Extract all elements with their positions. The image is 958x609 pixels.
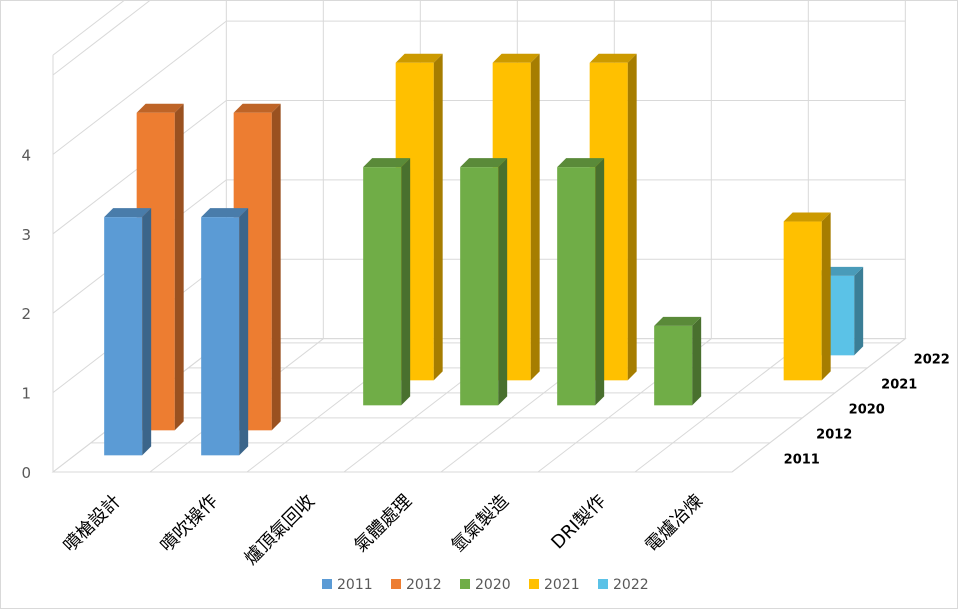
bar [201,208,249,456]
bar [557,158,605,406]
y-gridline [52,1,151,76]
y-gridline [52,99,906,235]
bar-front [654,325,693,406]
legend-swatch [460,579,470,589]
bar [783,212,831,381]
bar-top [492,53,540,63]
bar-top [233,103,281,113]
bar-side [530,53,540,381]
bar [104,208,152,456]
y-gridline [52,20,906,155]
legend-label: 2022 [613,577,649,593]
floor-gridline [634,338,809,473]
bar-top [783,212,831,222]
bar-front [201,217,240,456]
bar-front [363,167,402,406]
bars [104,53,864,456]
bar-side [142,208,152,456]
y-tick-label: 2 [21,305,31,323]
legend-label: 2021 [544,577,580,593]
bar-top [201,208,249,218]
bar-side [401,158,411,406]
bar-side [498,158,508,406]
y-tick-labels: 0 1 2 3 4 [21,146,31,482]
bar-top [557,158,605,168]
bar-front [104,217,143,456]
bar-side [433,53,443,381]
bar [460,158,508,406]
legend-swatch [529,579,539,589]
bar-side [821,212,831,381]
category-label: 氣體處理 [350,491,416,557]
legend-swatch [322,579,332,589]
bar-top [654,316,702,326]
bar [654,316,702,406]
legend-swatch [598,579,608,589]
bar [363,158,411,406]
bar-top [395,53,443,63]
side-wall-top [52,1,125,56]
y-tick-label: 1 [21,385,31,403]
category-label: DRI製作 [547,491,610,554]
category-label: 噴吹操作 [156,491,222,557]
category-label: 爐頂氣回收 [241,491,319,569]
legend-swatch [391,579,401,589]
bar-front [783,221,822,381]
category-label: 噴槍設計 [59,491,125,557]
depth-labels: 2011 2012 2020 2021 2022 [784,352,950,467]
series-depth-label: 2011 [784,452,820,467]
category-label: 電爐冶煉 [641,491,707,557]
bar-side [174,103,184,431]
bar-front [557,167,596,406]
bar-top [363,158,411,168]
bar-top [136,103,184,113]
y-tick-label: 3 [21,226,31,244]
category-labels: 噴槍設計 噴吹操作 爐頂氣回收 氣體處理 氫氣製造 DRI製作 電爐冶煉 [59,491,707,569]
bar-side [627,53,637,381]
series-depth-label: 2021 [881,377,917,392]
bar-top [460,158,508,168]
floor-gridline [731,338,906,473]
bar-side [271,103,281,431]
legend-label: 2011 [337,577,373,593]
series-depth-label: 2012 [816,427,852,442]
legend-label: 2020 [475,577,511,593]
legend: 2011 2012 2020 2021 2022 [322,577,649,593]
bar-side [595,158,605,406]
series-depth-label: 2022 [914,352,950,367]
bar-side [854,266,864,356]
bar-top [104,208,152,218]
bar-side [239,208,249,456]
category-label: 氫氣製造 [447,491,513,557]
bar-top [589,53,637,63]
bar-side [692,316,702,406]
y-tick-label: 4 [21,146,31,164]
bar-front [460,167,499,406]
series-depth-label: 2020 [849,402,885,417]
y-tick-label: 0 [21,464,31,482]
legend-label: 2012 [406,577,442,593]
